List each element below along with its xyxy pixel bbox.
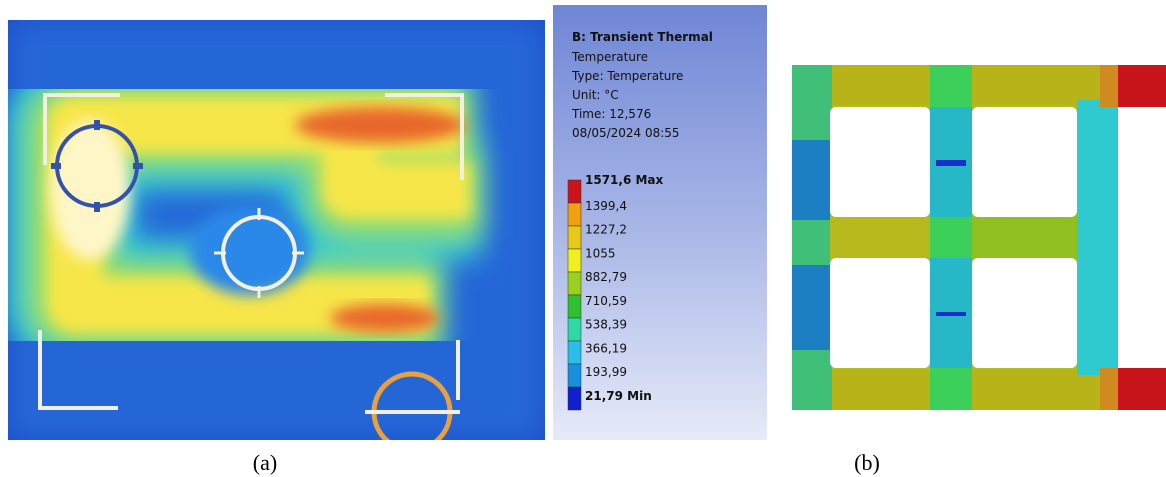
legend-title: B: Transient Thermal xyxy=(572,30,713,44)
legend-line: 08/05/2024 08:55 xyxy=(572,126,680,140)
legend-entry: 1399,4 xyxy=(585,199,627,213)
legend-entry: 710,59 xyxy=(585,294,627,308)
legend-entry: 193,99 xyxy=(585,365,627,379)
legend-swatch xyxy=(568,249,581,272)
caption: (b) xyxy=(854,450,880,475)
figure-svg: B: Transient Thermal Temperature Type: Te… xyxy=(0,0,1166,477)
legend-line: Temperature xyxy=(571,50,648,64)
legend-swatch xyxy=(568,272,581,295)
legend-swatch xyxy=(568,318,581,341)
legend-swatch xyxy=(568,226,581,249)
legend-swatch xyxy=(568,387,581,410)
thermal-image xyxy=(8,20,545,450)
fea-result xyxy=(792,65,1166,410)
legend-swatch xyxy=(568,364,581,387)
legend-swatch xyxy=(568,295,581,318)
legend-swatch xyxy=(568,341,581,364)
legend-line: Type: Temperature xyxy=(571,69,683,83)
legend-line: Unit: °C xyxy=(572,88,619,102)
figure: B: Transient Thermal Temperature Type: Te… xyxy=(0,0,1166,477)
legend-swatch xyxy=(568,203,581,226)
legend-swatch xyxy=(568,180,581,203)
legend-entry: 882,79 xyxy=(585,270,627,284)
legend-entry: 538,39 xyxy=(585,318,627,332)
legend-entry: 366,19 xyxy=(585,341,627,355)
caption: (a) xyxy=(253,450,277,475)
legend-entry: 21,79 Min xyxy=(585,389,652,403)
legend-entry: 1227,2 xyxy=(585,223,627,237)
legend-entry: 1055 xyxy=(585,246,616,260)
legend-line: Time: 12,576 xyxy=(571,107,651,121)
legend-entry: 1571,6 Max xyxy=(585,173,664,187)
